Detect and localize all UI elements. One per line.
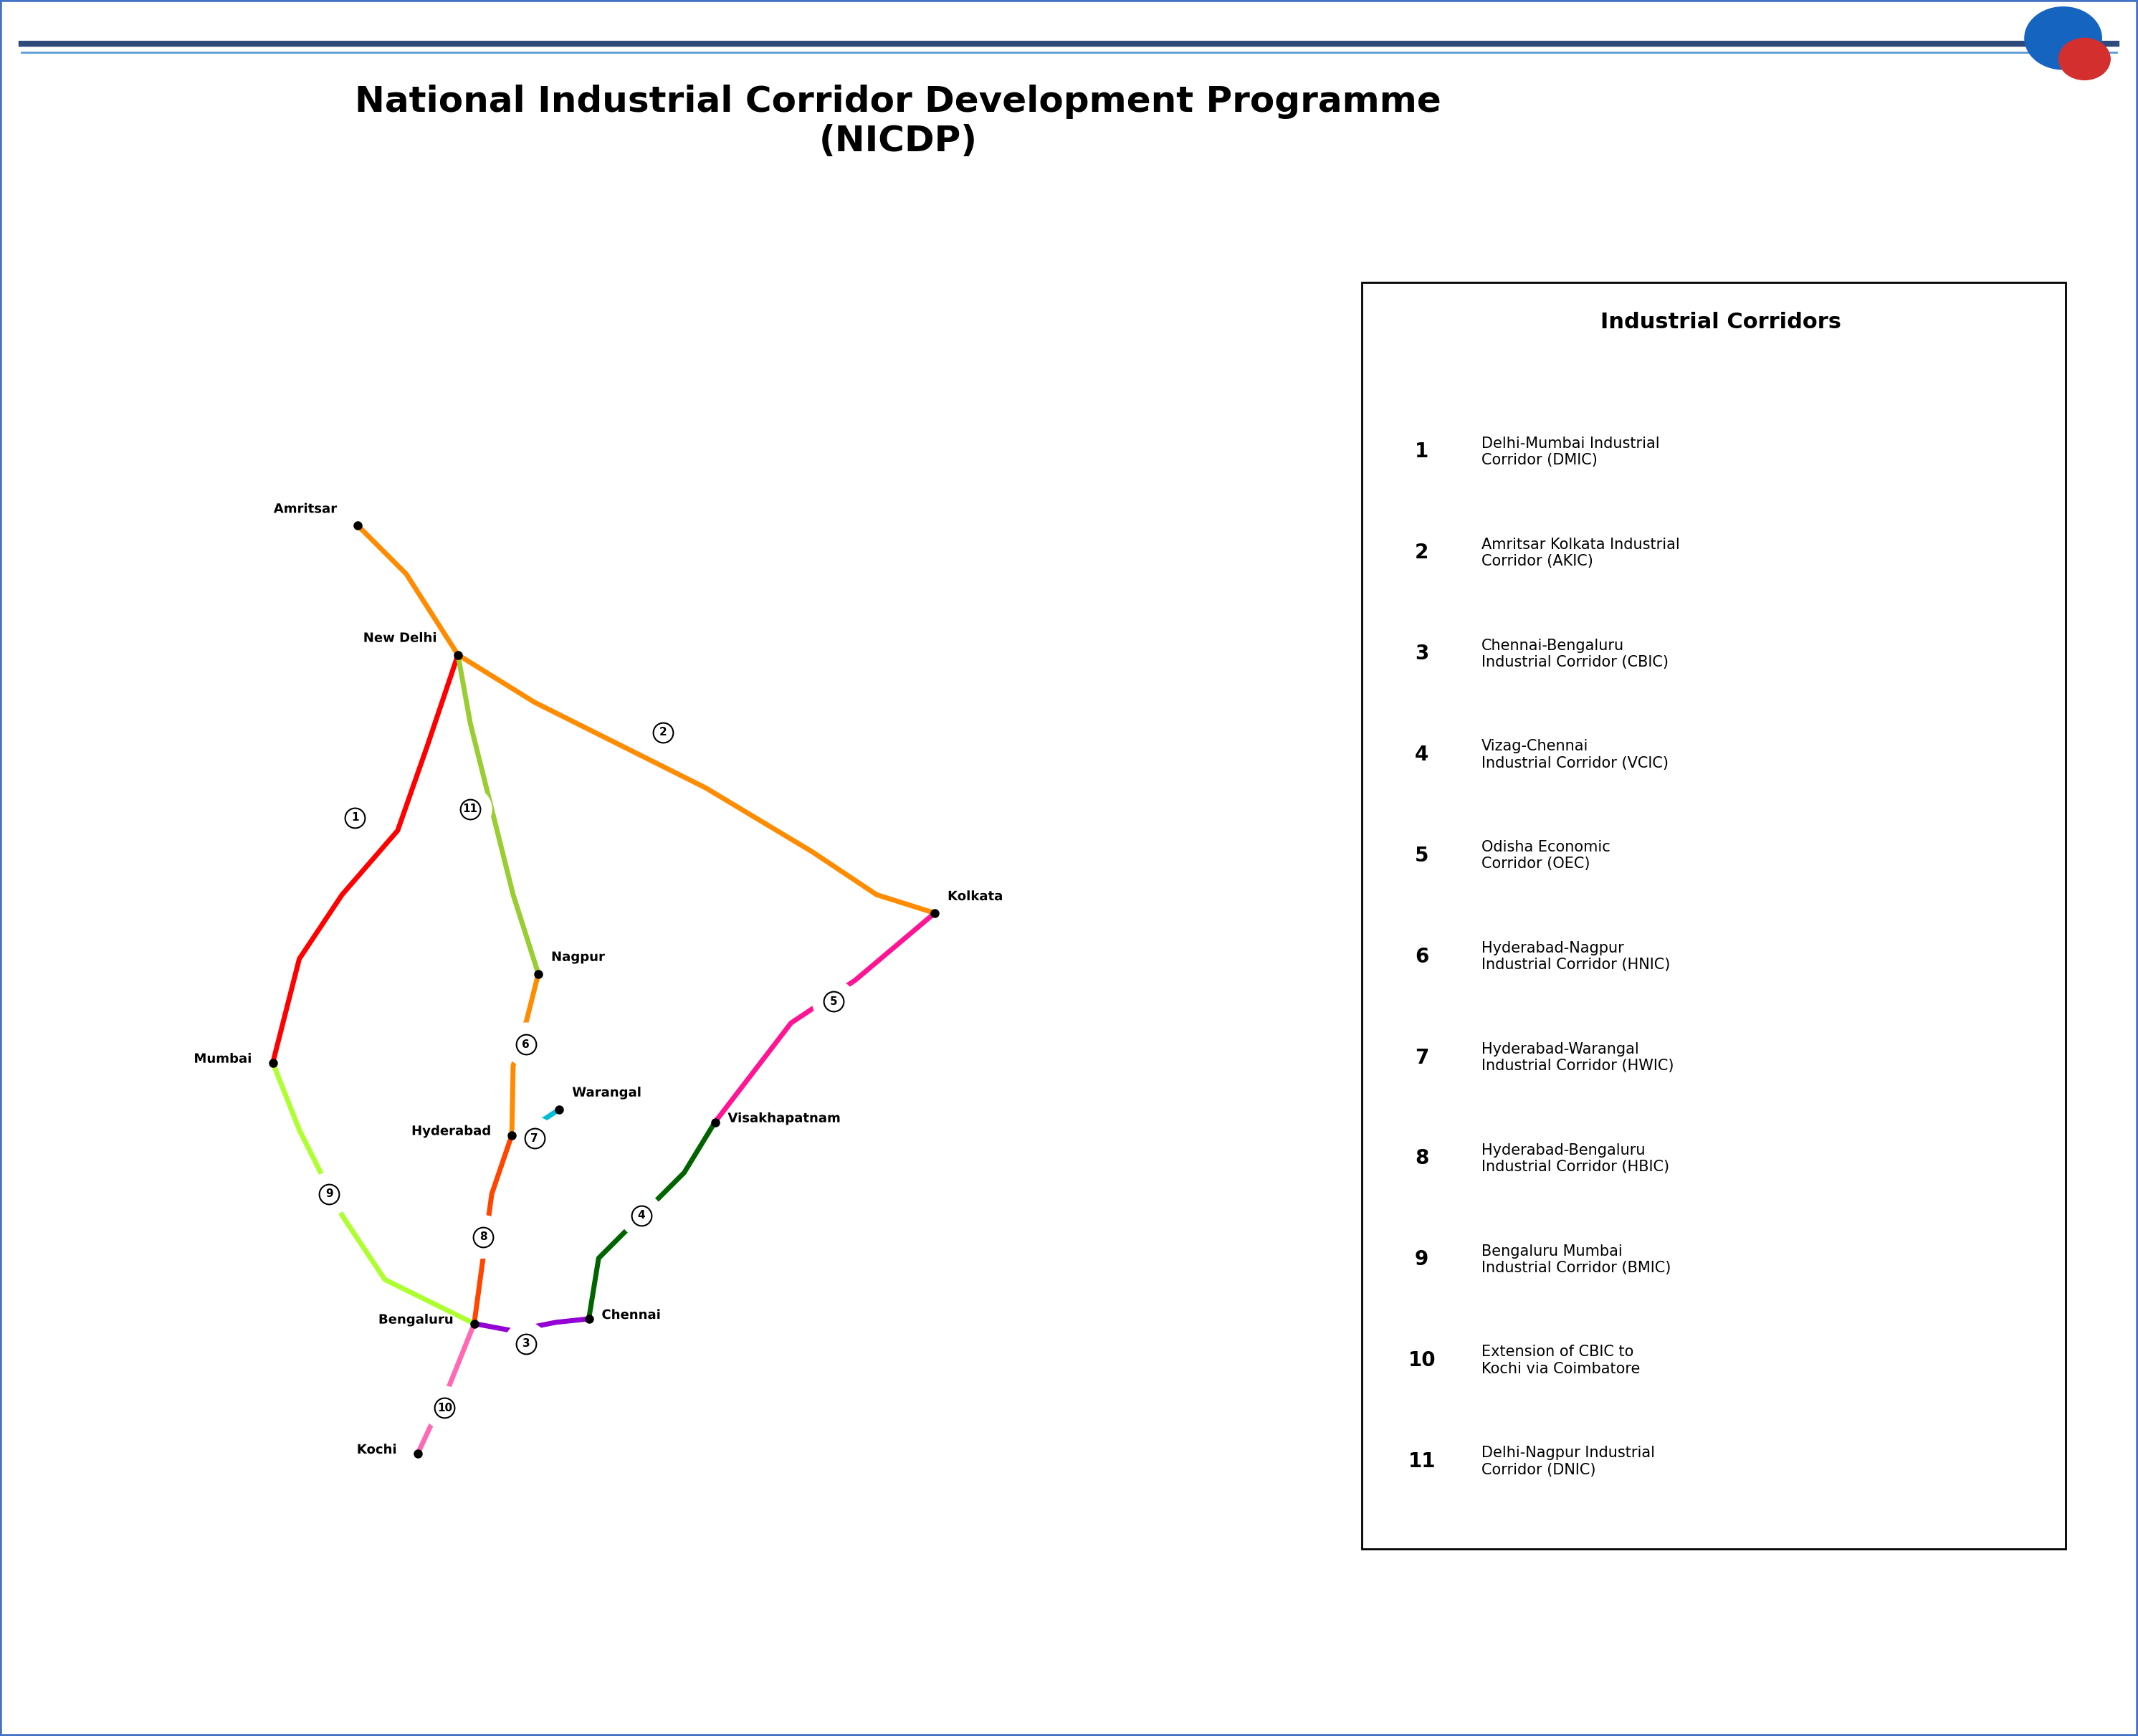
Text: Industrial Corridors: Industrial Corridors bbox=[1601, 312, 1841, 333]
Text: Visakhapatnam: Visakhapatnam bbox=[727, 1113, 840, 1125]
Circle shape bbox=[462, 1215, 505, 1259]
Text: 2: 2 bbox=[1415, 543, 1428, 562]
Circle shape bbox=[449, 788, 492, 830]
Text: Warangal: Warangal bbox=[573, 1087, 641, 1099]
Text: Delhi-Mumbai Industrial
Corridor (DMIC): Delhi-Mumbai Industrial Corridor (DMIC) bbox=[1482, 436, 1659, 467]
Text: Kolkata: Kolkata bbox=[947, 891, 1003, 903]
Text: Chennai: Chennai bbox=[601, 1309, 661, 1321]
Text: Hyderabad-Nagpur
Industrial Corridor (HNIC): Hyderabad-Nagpur Industrial Corridor (HN… bbox=[1482, 941, 1670, 972]
Circle shape bbox=[812, 981, 855, 1023]
Text: Amritsar Kolkata Industrial
Corridor (AKIC): Amritsar Kolkata Industrial Corridor (AK… bbox=[1482, 538, 1680, 568]
Text: 3: 3 bbox=[1415, 644, 1428, 663]
Text: Hyderabad-Warangal
Industrial Corridor (HWIC): Hyderabad-Warangal Industrial Corridor (… bbox=[1482, 1042, 1674, 1073]
Text: Bengaluru Mumbai
Industrial Corridor (BMIC): Bengaluru Mumbai Industrial Corridor (BM… bbox=[1482, 1245, 1672, 1274]
Text: Amritsar: Amritsar bbox=[274, 503, 336, 516]
Text: 9: 9 bbox=[1415, 1250, 1428, 1269]
Circle shape bbox=[2025, 7, 2102, 69]
Circle shape bbox=[423, 1387, 466, 1429]
Text: 1: 1 bbox=[351, 812, 359, 823]
Text: 1: 1 bbox=[1415, 441, 1428, 462]
Circle shape bbox=[334, 797, 376, 838]
Text: 8: 8 bbox=[479, 1231, 487, 1243]
Text: 5: 5 bbox=[1415, 845, 1428, 866]
Text: Mumbai: Mumbai bbox=[195, 1052, 252, 1066]
Text: Hyderabad: Hyderabad bbox=[410, 1125, 490, 1137]
Text: National Industrial Corridor Development Programme
(NICDP): National Industrial Corridor Development… bbox=[355, 85, 1441, 158]
Circle shape bbox=[641, 710, 684, 753]
Circle shape bbox=[2059, 38, 2110, 80]
Text: Extension of CBIC to
Kochi via Coimbatore: Extension of CBIC to Kochi via Coimbator… bbox=[1482, 1345, 1640, 1377]
Text: New Delhi: New Delhi bbox=[363, 632, 436, 644]
Text: 8: 8 bbox=[1415, 1149, 1428, 1168]
Circle shape bbox=[308, 1172, 351, 1215]
Circle shape bbox=[505, 1323, 547, 1364]
Text: Chennai-Bengaluru
Industrial Corridor (CBIC): Chennai-Bengaluru Industrial Corridor (C… bbox=[1482, 639, 1668, 670]
Text: Kochi: Kochi bbox=[357, 1444, 396, 1457]
Text: 4: 4 bbox=[637, 1210, 646, 1220]
Text: 6: 6 bbox=[1415, 946, 1428, 967]
Text: Vizag-Chennai
Industrial Corridor (VCIC): Vizag-Chennai Industrial Corridor (VCIC) bbox=[1482, 740, 1668, 771]
Text: 6: 6 bbox=[522, 1038, 530, 1050]
Text: 3: 3 bbox=[522, 1338, 530, 1349]
Text: 7: 7 bbox=[1415, 1047, 1428, 1068]
Text: 10: 10 bbox=[1409, 1351, 1435, 1370]
FancyBboxPatch shape bbox=[1362, 283, 2065, 1549]
Text: 10: 10 bbox=[436, 1403, 453, 1413]
Circle shape bbox=[505, 1023, 547, 1066]
Text: Odisha Economic
Corridor (OEC): Odisha Economic Corridor (OEC) bbox=[1482, 840, 1610, 871]
Text: Nagpur: Nagpur bbox=[552, 951, 605, 963]
Text: 5: 5 bbox=[830, 996, 838, 1007]
Text: Delhi-Nagpur Industrial
Corridor (DNIC): Delhi-Nagpur Industrial Corridor (DNIC) bbox=[1482, 1446, 1655, 1477]
Text: 4: 4 bbox=[1415, 745, 1428, 766]
Text: Hyderabad-Bengaluru
Industrial Corridor (HBIC): Hyderabad-Bengaluru Industrial Corridor … bbox=[1482, 1142, 1670, 1174]
Circle shape bbox=[513, 1116, 556, 1160]
Circle shape bbox=[620, 1194, 663, 1236]
Text: 7: 7 bbox=[530, 1134, 539, 1144]
Text: Bengaluru: Bengaluru bbox=[378, 1314, 453, 1326]
Text: 11: 11 bbox=[462, 804, 479, 814]
Text: 9: 9 bbox=[325, 1189, 334, 1200]
Text: 2: 2 bbox=[659, 727, 667, 738]
Text: 11: 11 bbox=[1409, 1451, 1435, 1472]
